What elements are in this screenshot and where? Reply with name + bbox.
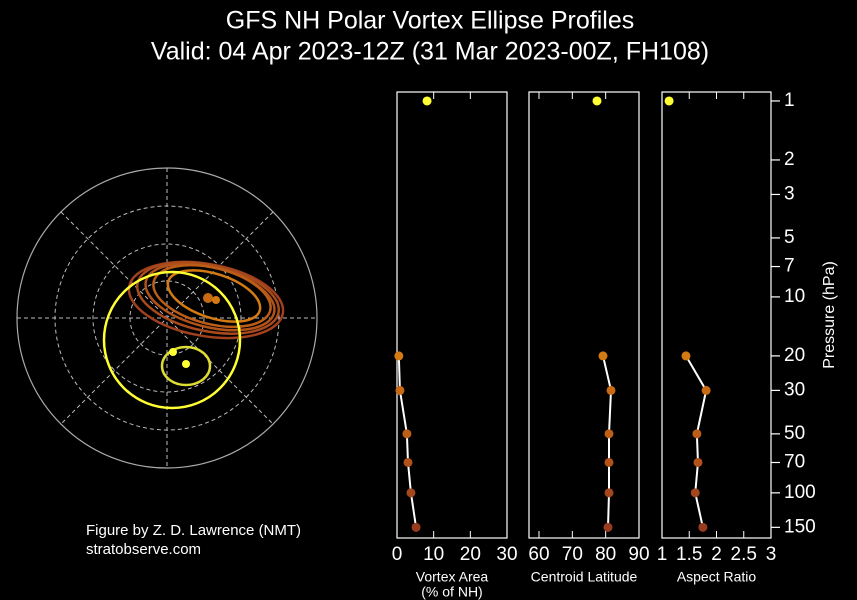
y-tick-label: 20 [784, 345, 805, 366]
profile-point [604, 488, 614, 498]
x-tick-label: 0 [392, 544, 403, 565]
x-tick-label: 1.5 [676, 544, 702, 565]
y-axis-label: Pressure (hPa) [821, 261, 838, 369]
centroid [182, 360, 190, 368]
profile-point [403, 457, 413, 467]
profile-line [397, 355, 418, 528]
profile-point [701, 385, 711, 395]
profile-line [685, 355, 708, 528]
vortex-ellipses [102, 260, 285, 410]
y-tick-label: 10 [784, 286, 805, 307]
x-axis-label: (% of NH) [421, 584, 482, 600]
profile-point [664, 96, 674, 106]
profile-point [604, 457, 614, 467]
profile-point [422, 96, 432, 106]
profile-point [394, 351, 404, 361]
x-tick-label: 30 [496, 544, 517, 565]
profile-point [406, 488, 416, 498]
profile-point [692, 429, 702, 439]
profile-point [411, 522, 421, 532]
profile-point [395, 385, 405, 395]
profile-point [681, 351, 691, 361]
x-tick-label: 3 [766, 544, 777, 565]
profile-point [603, 522, 613, 532]
panel-frame [528, 91, 640, 539]
y-tick-label: 1 [784, 90, 795, 111]
centroid [212, 296, 220, 304]
y-tick-label: 70 [784, 452, 805, 473]
title-line: GFS NH Polar Vortex Ellipse Profiles [226, 7, 634, 35]
y-tick-label: 100 [784, 482, 816, 503]
panel-frame [396, 91, 508, 539]
profile-point [402, 429, 412, 439]
profile-point [606, 385, 616, 395]
centroid [203, 293, 213, 303]
profile-point [690, 488, 700, 498]
x-axis-label: Vortex Area [416, 569, 489, 585]
credit: stratobserve.com [86, 541, 201, 558]
x-tick-label: 2.5 [731, 544, 757, 565]
x-tick-label: 2 [711, 544, 722, 565]
polar-map [16, 167, 318, 469]
x-axis-label: Centroid Latitude [531, 569, 638, 585]
ellipse [102, 270, 242, 410]
y-tick-label: 3 [784, 183, 795, 204]
centroid [169, 348, 177, 356]
ellipse [166, 269, 262, 323]
x-tick-label: 90 [628, 544, 649, 565]
x-axis-label: Aspect Ratio [677, 569, 757, 585]
x-tick-label: 20 [460, 544, 481, 565]
title-line: Valid: 04 Apr 2023-12Z (31 Mar 2023-00Z,… [151, 38, 709, 66]
profile-line [602, 355, 613, 528]
y-tick-label: 50 [784, 423, 805, 444]
x-tick-label: 70 [562, 544, 583, 565]
x-tick-label: 80 [595, 544, 616, 565]
profile-point [693, 457, 703, 467]
y-tick-label: 150 [784, 516, 816, 537]
y-tick-label: 2 [784, 149, 795, 170]
x-tick-label: 60 [528, 544, 549, 565]
x-tick-label: 10 [423, 544, 444, 565]
profile-point [592, 96, 602, 106]
profile-point [598, 351, 608, 361]
credit: Figure by Z. D. Lawrence (NMT) [86, 522, 301, 539]
profile-point [698, 522, 708, 532]
y-tick-label: 5 [784, 227, 795, 248]
ellipse [135, 261, 281, 335]
profile-point [604, 429, 614, 439]
x-tick-label: 1 [657, 544, 668, 565]
y-tick-label: 7 [784, 256, 795, 277]
y-tick-label: 30 [784, 379, 805, 400]
ellipse [152, 263, 272, 329]
ellipse [160, 345, 212, 387]
